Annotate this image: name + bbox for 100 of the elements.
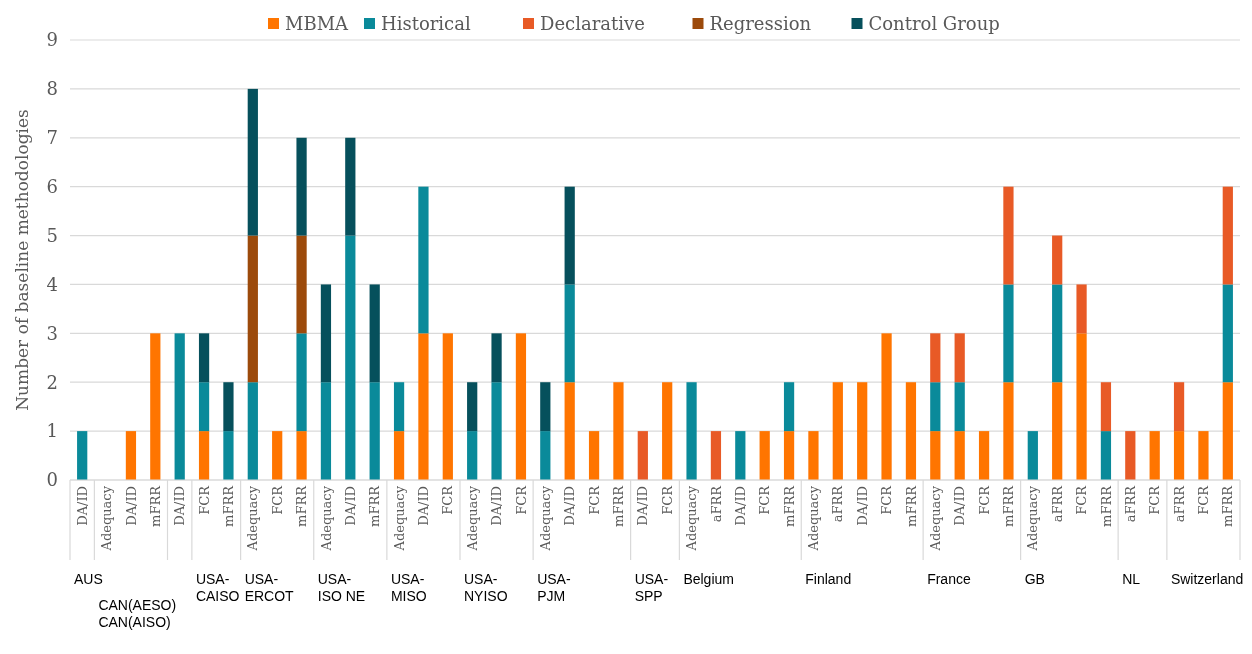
bar bbox=[77, 431, 88, 480]
x-tick-label: DA/ID bbox=[415, 486, 431, 526]
bar bbox=[978, 431, 990, 480]
bar bbox=[296, 137, 307, 236]
bar bbox=[1076, 333, 1087, 480]
bar bbox=[613, 382, 624, 480]
bar bbox=[125, 431, 137, 480]
x-tick-label: aFRR bbox=[1122, 484, 1138, 523]
bar bbox=[783, 382, 795, 432]
bar bbox=[515, 333, 527, 480]
bar bbox=[881, 333, 892, 480]
bar bbox=[1173, 382, 1185, 432]
bar bbox=[272, 431, 283, 480]
bar bbox=[1149, 431, 1160, 480]
bar bbox=[905, 382, 917, 480]
bar bbox=[540, 431, 551, 480]
legend-label: Control Group bbox=[868, 13, 1000, 35]
x-tick-label: Adequacy bbox=[537, 485, 553, 552]
bar bbox=[1052, 235, 1063, 285]
x-tick-label: aFRR bbox=[830, 484, 846, 523]
bar bbox=[198, 382, 210, 432]
x-tick-label: FCR bbox=[1147, 484, 1163, 515]
bar bbox=[1076, 284, 1087, 334]
bar bbox=[1100, 382, 1112, 432]
x-tick-label: FCR bbox=[1074, 484, 1090, 515]
bar bbox=[832, 382, 843, 480]
x-tick-label: FCR bbox=[757, 484, 773, 515]
bar bbox=[1173, 431, 1185, 480]
legend-label: Regression bbox=[709, 13, 812, 35]
bar bbox=[954, 382, 965, 432]
bar bbox=[393, 431, 405, 480]
x-tick-label: Adequacy bbox=[464, 485, 480, 552]
text: USA-ERCOT bbox=[244, 571, 295, 604]
x-tick-label: aFRR bbox=[708, 484, 724, 523]
bar bbox=[393, 382, 405, 432]
bar bbox=[345, 137, 356, 236]
x-tick-label: DA/ID bbox=[732, 486, 748, 526]
bar bbox=[954, 333, 965, 383]
x-tick-label: mFRR bbox=[610, 484, 626, 527]
bar bbox=[296, 235, 307, 334]
x-tick-label: Adequacy bbox=[1025, 485, 1041, 552]
text: NL bbox=[1122, 571, 1141, 587]
x-tick-label: Adequacy bbox=[318, 485, 334, 552]
x-tick-label: aFRR bbox=[1171, 484, 1187, 523]
y-tick-label: 1 bbox=[46, 420, 58, 442]
x-tick-label: mFRR bbox=[147, 484, 163, 527]
bar bbox=[588, 431, 600, 480]
bar bbox=[491, 382, 502, 480]
bar bbox=[369, 382, 380, 480]
bar bbox=[759, 431, 770, 480]
text: USA-SPP bbox=[634, 571, 669, 604]
text: CAN(AESO) bbox=[98, 597, 177, 613]
bar bbox=[540, 382, 551, 432]
bar bbox=[662, 382, 673, 480]
text: USA-PJM bbox=[537, 571, 571, 604]
text: USA-CAISO bbox=[195, 571, 240, 604]
text: USA-ISO NE bbox=[317, 571, 366, 604]
bar bbox=[564, 284, 575, 383]
bar bbox=[930, 333, 941, 383]
bar bbox=[930, 382, 941, 432]
x-tick-label: mFRR bbox=[781, 484, 797, 527]
bar bbox=[1052, 382, 1063, 480]
x-tick-label: DA/ID bbox=[172, 486, 188, 526]
bar bbox=[930, 431, 941, 480]
bar bbox=[442, 333, 453, 480]
bar bbox=[247, 382, 258, 480]
bar bbox=[418, 186, 429, 334]
bar bbox=[320, 284, 332, 383]
bar bbox=[296, 431, 307, 480]
x-tick-label: DA/ID bbox=[123, 486, 139, 526]
x-tick-label: mFRR bbox=[1220, 484, 1236, 527]
bar bbox=[808, 431, 819, 480]
x-tick-label: mFRR bbox=[903, 484, 919, 527]
bar bbox=[1100, 431, 1112, 480]
legend-label: MBMA bbox=[285, 13, 350, 35]
bar bbox=[564, 186, 575, 285]
bar bbox=[320, 382, 332, 480]
x-tick-label: aFRR bbox=[1049, 484, 1065, 523]
bar bbox=[1003, 284, 1014, 383]
x-tick-label: FCR bbox=[440, 484, 456, 515]
x-tick-label: Adequacy bbox=[684, 485, 700, 552]
x-tick-label: DA/ID bbox=[562, 486, 578, 526]
bar bbox=[247, 88, 258, 236]
x-tick-label: Adequacy bbox=[245, 485, 261, 552]
bar bbox=[345, 235, 356, 480]
x-tick-label: mFRR bbox=[1000, 484, 1016, 527]
x-tick-label: Adequacy bbox=[99, 485, 115, 552]
text: Switzerland bbox=[1170, 571, 1244, 587]
bar bbox=[1222, 284, 1233, 383]
bar bbox=[1198, 431, 1209, 480]
x-tick-label: FCR bbox=[196, 484, 212, 515]
x-tick-label: Adequacy bbox=[927, 485, 943, 552]
y-tick-label: 4 bbox=[46, 273, 58, 295]
x-tick-label: mFRR bbox=[367, 484, 383, 527]
text: France bbox=[927, 571, 971, 587]
y-tick-label: 3 bbox=[46, 322, 58, 344]
bar bbox=[369, 284, 380, 383]
bar bbox=[467, 431, 478, 480]
bar bbox=[1222, 382, 1233, 480]
y-axis-title: Number of baseline methodologies bbox=[12, 109, 32, 411]
